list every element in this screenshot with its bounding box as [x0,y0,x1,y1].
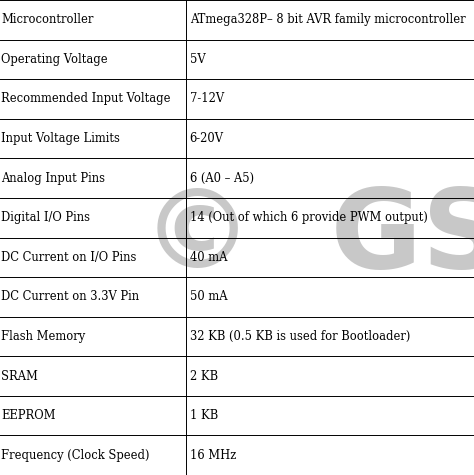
Text: Operating Voltage: Operating Voltage [1,53,108,66]
Text: 6-20V: 6-20V [190,132,224,145]
Text: Input Voltage Limits: Input Voltage Limits [1,132,120,145]
Text: Flash Memory: Flash Memory [1,330,86,343]
Text: Microcontroller: Microcontroller [1,13,94,26]
Text: 6 (A0 – A5): 6 (A0 – A5) [190,171,254,185]
Text: DC Current on I/O Pins: DC Current on I/O Pins [1,251,137,264]
Text: Analog Input Pins: Analog Input Pins [1,171,105,185]
Text: 32 KB (0.5 KB is used for Bootloader): 32 KB (0.5 KB is used for Bootloader) [190,330,410,343]
Text: SRAM: SRAM [1,370,38,382]
Text: EEPROM: EEPROM [1,409,56,422]
Text: 14 (Out of which 6 provide PWM output): 14 (Out of which 6 provide PWM output) [190,211,428,224]
Text: 5V: 5V [190,53,205,66]
Text: ATmega328P– 8 bit AVR family microcontroller: ATmega328P– 8 bit AVR family microcontro… [190,13,465,26]
Text: 7-12V: 7-12V [190,93,224,105]
Text: 50 mA: 50 mA [190,290,227,304]
Text: 2 KB: 2 KB [190,370,218,382]
Text: 40 mA: 40 mA [190,251,227,264]
Text: 16 MHz: 16 MHz [190,449,236,462]
Text: 1 KB: 1 KB [190,409,218,422]
Text: ©  GS: © GS [142,184,474,291]
Text: Frequency (Clock Speed): Frequency (Clock Speed) [1,449,150,462]
Text: Recommended Input Voltage: Recommended Input Voltage [1,93,171,105]
Text: DC Current on 3.3V Pin: DC Current on 3.3V Pin [1,290,139,304]
Text: Digital I/O Pins: Digital I/O Pins [1,211,91,224]
